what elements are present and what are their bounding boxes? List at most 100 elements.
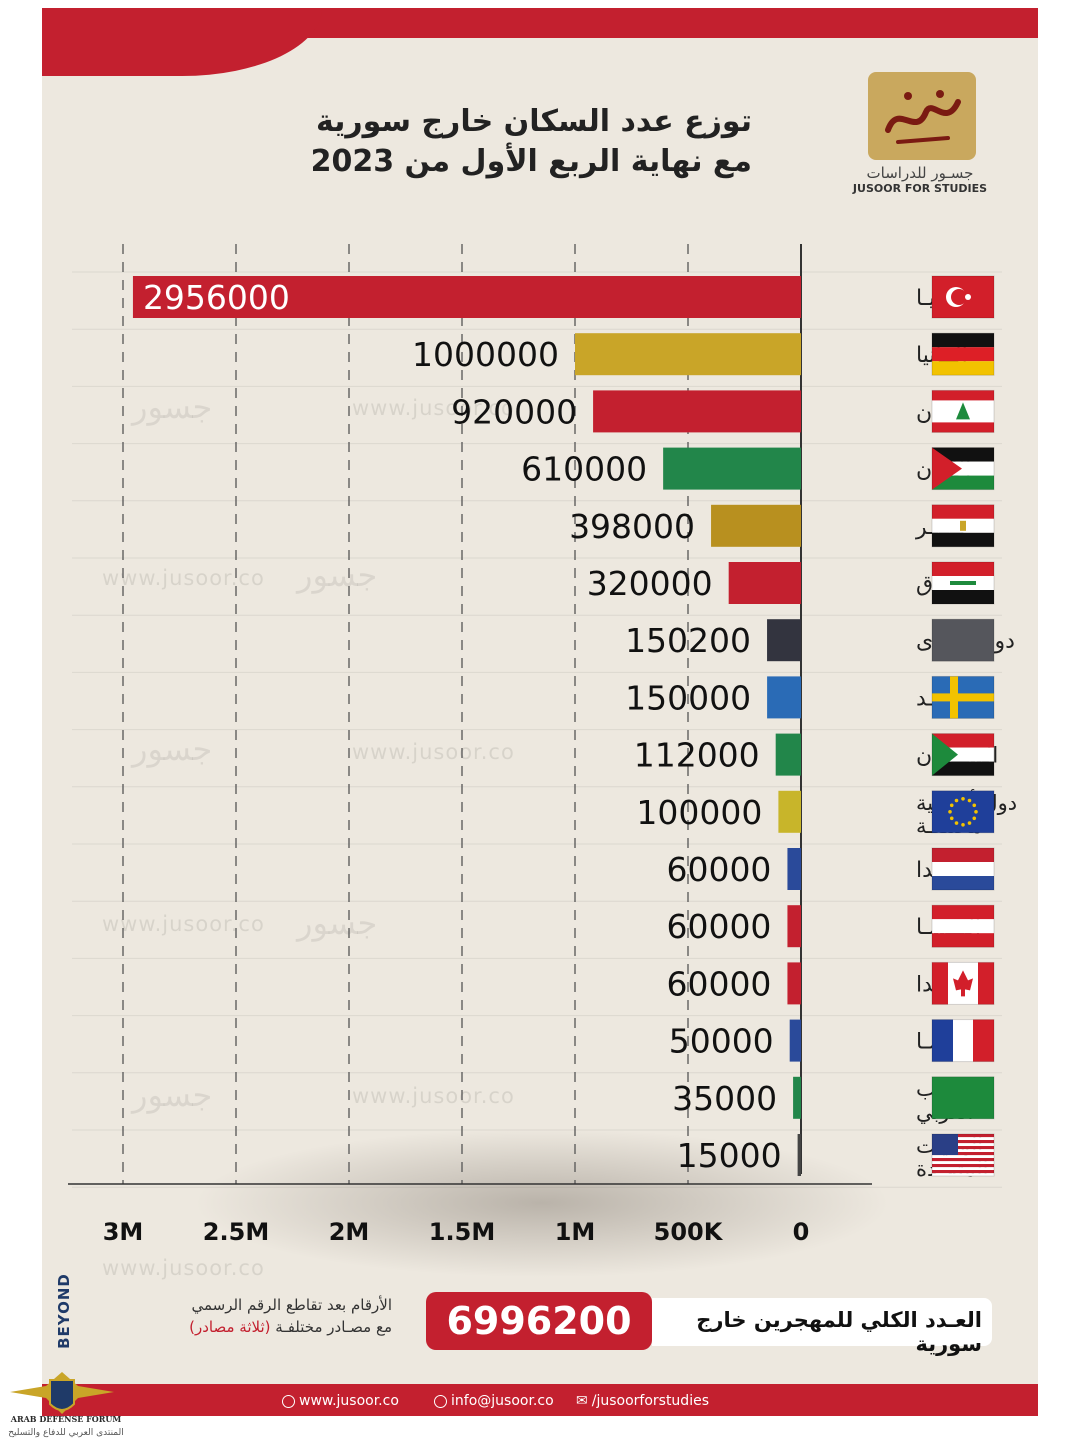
flag-canada-icon-border	[931, 961, 995, 1005]
flag-germany-icon	[932, 333, 994, 348]
footer-band	[42, 1384, 1038, 1416]
flag-lebanon-icon	[932, 390, 994, 401]
total-label-box	[652, 1298, 992, 1346]
watermark: www.jusoor.co	[102, 1256, 265, 1280]
chart-title-line2: مع نهاية الربع الأول من 2023	[310, 144, 752, 179]
bar	[778, 790, 801, 833]
bar	[787, 848, 801, 890]
chart-title-line1: توزع عدد السكان خارج سورية	[315, 104, 752, 139]
flag-iraq-icon	[932, 562, 994, 576]
flag-eu-icon	[949, 803, 954, 808]
flag-canada-icon	[932, 962, 948, 1005]
flag-usa-icon	[932, 1170, 994, 1174]
x-tick-label: 2M	[329, 1218, 370, 1246]
bar	[767, 619, 801, 662]
flag-egypt-icon	[960, 520, 966, 531]
footer-social[interactable]: ✉︎/jusoorforstudies	[576, 1393, 709, 1409]
flag-turkey-icon-border	[931, 275, 995, 319]
data-label: 60000	[666, 964, 771, 1003]
flag-eu-icon	[948, 810, 952, 814]
data-label: 35000	[672, 1079, 777, 1118]
flag-sudan-icon	[932, 761, 994, 776]
bar	[793, 1076, 801, 1119]
flag-austria-icon	[932, 905, 994, 920]
bar	[132, 276, 802, 318]
flag-usa-icon	[932, 1137, 994, 1140]
flag-canada-icon	[978, 962, 994, 1005]
watermark-logo: جسور	[297, 904, 378, 942]
flag-lebanon-icon	[932, 422, 994, 433]
flag-eu-icon	[972, 803, 977, 808]
flag-netherlands-icon	[932, 876, 994, 890]
flag-france-icon-border	[931, 1019, 995, 1063]
flag-france-icon	[932, 1019, 953, 1062]
flag-eu-icon-border	[931, 790, 995, 834]
watermark-logo: جسور	[132, 730, 213, 768]
forum-badge-icon	[10, 1372, 114, 1414]
watermark: www.jusoor.co	[352, 1084, 515, 1108]
flag-egypt-icon	[932, 532, 994, 547]
flag-usa-icon	[932, 1152, 994, 1156]
flag-usa-icon	[932, 1155, 994, 1158]
flag-morocco-icon-border	[931, 1076, 995, 1120]
flag-netherlands-icon	[932, 862, 994, 876]
flag-egypt-icon	[932, 504, 994, 519]
bar	[663, 447, 801, 490]
data-label: 610000	[521, 450, 647, 489]
flag-usa-icon	[932, 1140, 994, 1144]
infographic-card: www.jusoor.co www.jusoor.co www.jusoor.c…	[42, 8, 1038, 1416]
flag-eu-icon	[967, 821, 972, 825]
data-label: 100000	[636, 793, 762, 832]
flag-jordan-icon	[932, 447, 962, 490]
total-value: 6996200	[426, 1292, 652, 1350]
note-line1: الأرقام بعد تقاطع الرقم الرسمي	[191, 1296, 392, 1314]
flag-usa-icon	[932, 1134, 994, 1138]
data-label: 320000	[587, 564, 713, 603]
flag-eu-icon	[954, 821, 959, 825]
watermark: www.jusoor.co	[352, 740, 515, 764]
flag-sweden-icon-border	[931, 675, 995, 719]
watermark: www.jusoor.co	[102, 566, 265, 590]
data-label: 112000	[634, 736, 760, 775]
flag-france-icon	[973, 1019, 994, 1062]
bar	[787, 905, 801, 948]
flag-sudan-icon-border	[931, 733, 995, 777]
flag-germany-icon	[932, 347, 994, 362]
mail-icon	[434, 1394, 447, 1408]
flag-iraq-icon-border	[931, 561, 995, 605]
flag-morocco-icon	[932, 1076, 994, 1119]
flag-eu-icon	[954, 798, 959, 803]
data-label: 60000	[666, 907, 771, 946]
bar	[787, 962, 801, 1005]
data-label: 398000	[569, 507, 695, 546]
flag-eu-icon	[974, 810, 978, 814]
x-tick-label: 3M	[103, 1218, 144, 1246]
watermark: www.jusoor.co	[102, 912, 265, 936]
flag-austria-icon	[932, 919, 994, 934]
note-line2-text: مع مصـادر مختلفـة	[275, 1318, 392, 1336]
flag-eu-icon	[967, 798, 972, 803]
footer-email[interactable]: info@jusoor.co	[434, 1393, 554, 1409]
flag-jordan-icon-border	[931, 447, 995, 491]
bar	[775, 733, 801, 776]
bar	[575, 333, 801, 376]
bar	[728, 562, 801, 604]
watermark: www.jusoor.co	[352, 396, 515, 420]
flag-usa-icon	[932, 1158, 994, 1162]
beyond-vertical-text: BEYOND	[54, 1273, 73, 1349]
flag-eu-icon	[961, 797, 965, 801]
flag-lebanon-icon	[956, 402, 970, 420]
social-icons: ✉︎	[576, 1393, 588, 1409]
flag-france-icon	[953, 1019, 973, 1062]
bar	[767, 676, 801, 719]
flag-austria-icon-border	[931, 904, 995, 948]
flag-lebanon-icon-border	[931, 389, 995, 433]
flag-turkey-icon	[951, 289, 967, 305]
flag-netherlands-icon	[932, 848, 994, 862]
flag-usa-icon	[932, 1167, 994, 1170]
flag-jordan-icon	[932, 475, 994, 490]
data-label: 60000	[666, 850, 771, 889]
data-label: 920000	[451, 392, 577, 431]
footer-website[interactable]: www.jusoor.co	[282, 1393, 399, 1409]
footer-social-text: /jusoorforstudies	[591, 1393, 709, 1409]
